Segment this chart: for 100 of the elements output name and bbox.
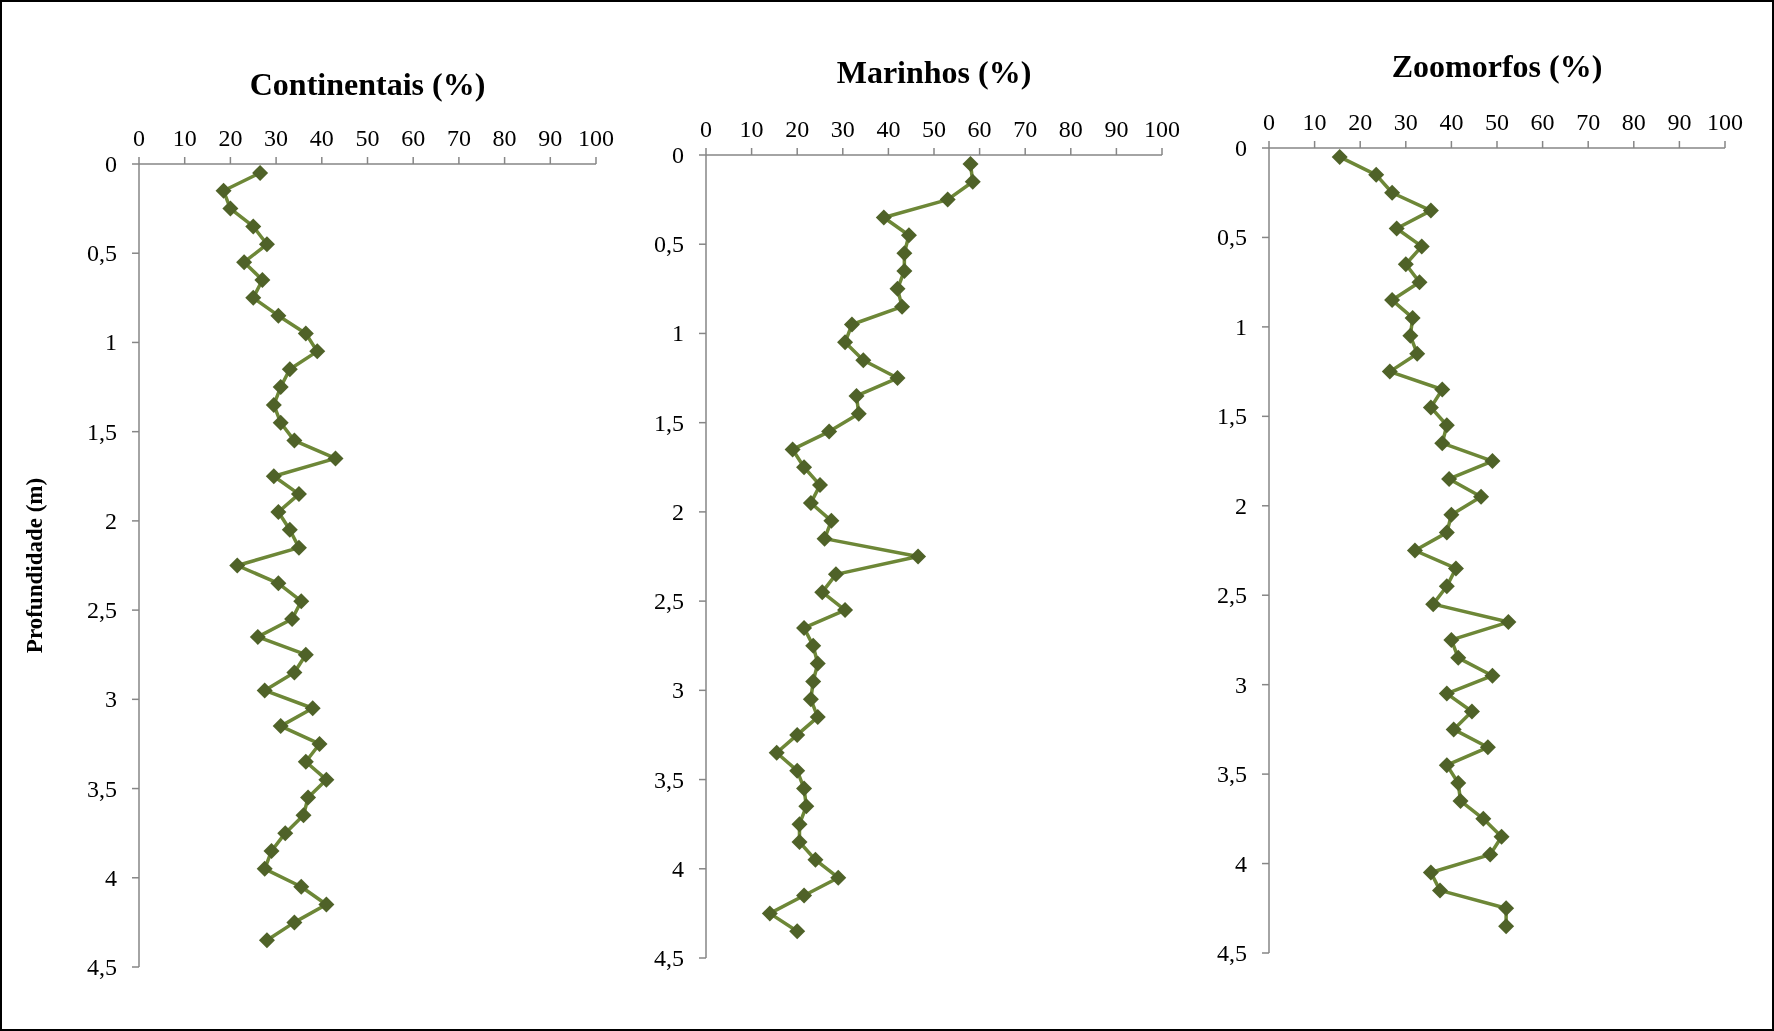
point [270, 307, 287, 324]
point [258, 932, 275, 949]
point [939, 191, 956, 208]
point [964, 173, 981, 190]
y-tick-label: 4,5 [654, 945, 684, 971]
y-tick-label: 3 [105, 686, 117, 713]
point [850, 405, 867, 422]
point [798, 798, 815, 815]
y-tick-label: 2 [672, 498, 684, 525]
point [821, 423, 838, 440]
y-tick-label: 1,5 [87, 418, 117, 445]
point [802, 494, 819, 511]
point [300, 789, 317, 806]
point [1473, 488, 1490, 505]
x-tick-label: 0 [700, 116, 712, 142]
y-tick-label: 1 [672, 320, 684, 347]
point [258, 236, 275, 253]
y-tick-label: 3,5 [1217, 761, 1247, 788]
point [1402, 327, 1419, 344]
point [807, 851, 824, 868]
y-tick-label: 4 [672, 855, 684, 882]
point [245, 289, 262, 306]
point [272, 414, 289, 431]
point [1413, 238, 1430, 255]
x-tick-label: 60 [401, 125, 426, 151]
point [1443, 506, 1460, 523]
x-tick-label: 100 [1707, 109, 1743, 135]
point [1388, 220, 1405, 237]
point [286, 664, 303, 681]
point [843, 316, 860, 333]
x-tick-label: 20 [1348, 109, 1373, 135]
point [789, 923, 806, 940]
x-tick-label: 90 [1667, 109, 1692, 135]
point [802, 691, 819, 708]
x-tick-label: 10 [1302, 109, 1327, 135]
point [1438, 757, 1455, 774]
point [1484, 453, 1501, 470]
x-tick-label: 50 [1485, 109, 1509, 135]
point [1438, 417, 1455, 434]
point [290, 486, 307, 503]
point [1368, 166, 1385, 183]
point [837, 334, 854, 351]
x-tick-label: 70 [1576, 109, 1601, 135]
point [1384, 184, 1401, 201]
point [215, 182, 232, 199]
point [229, 557, 246, 574]
point [286, 914, 303, 931]
point [318, 771, 335, 788]
point [1422, 864, 1439, 881]
y-tick-label: 4 [1235, 850, 1247, 877]
point [848, 387, 865, 404]
point [1422, 202, 1439, 219]
point [309, 343, 326, 360]
y-tick-label: 3 [1235, 671, 1247, 698]
x-tick-label: 60 [967, 116, 992, 142]
point [281, 521, 298, 538]
point [1498, 918, 1515, 935]
x-tick-label: 30 [830, 116, 855, 142]
y-tick-label: 1,5 [1217, 403, 1247, 430]
point [1404, 309, 1421, 326]
point [297, 753, 314, 770]
point [304, 700, 321, 717]
point [297, 325, 314, 342]
chart-title: Continentais (%) [249, 66, 486, 102]
point [265, 396, 282, 413]
point [900, 227, 917, 244]
point [272, 379, 289, 396]
x-tick-label: 30 [1393, 109, 1418, 135]
point [1463, 703, 1480, 720]
y-tick-label: 2,5 [654, 588, 684, 615]
point [1434, 435, 1451, 452]
point [796, 887, 813, 904]
x-tick-label: 80 [492, 125, 517, 151]
point [1438, 578, 1455, 595]
point [894, 298, 911, 315]
x-tick-label: 100 [1144, 116, 1180, 142]
point [277, 825, 294, 842]
point [272, 718, 289, 735]
point [1475, 810, 1492, 827]
x-tick-label: 50 [922, 116, 946, 142]
point [293, 878, 310, 895]
x-tick-label: 20 [785, 116, 810, 142]
point [789, 726, 806, 743]
point [256, 860, 273, 877]
point [1484, 667, 1501, 684]
point [222, 200, 239, 217]
point [254, 271, 271, 288]
point [805, 673, 822, 690]
chart-title: Marinhos (%) [836, 54, 1032, 90]
y-axis-title: Profundidade (m) [22, 477, 47, 654]
point [791, 834, 808, 851]
point [1422, 399, 1439, 416]
point [256, 682, 273, 699]
x-tick-label: 40 [876, 116, 901, 142]
point [823, 512, 840, 529]
point [1445, 721, 1462, 738]
point [1482, 846, 1499, 863]
y-tick-label: 4 [105, 864, 117, 891]
point [293, 593, 310, 610]
point [889, 370, 906, 387]
